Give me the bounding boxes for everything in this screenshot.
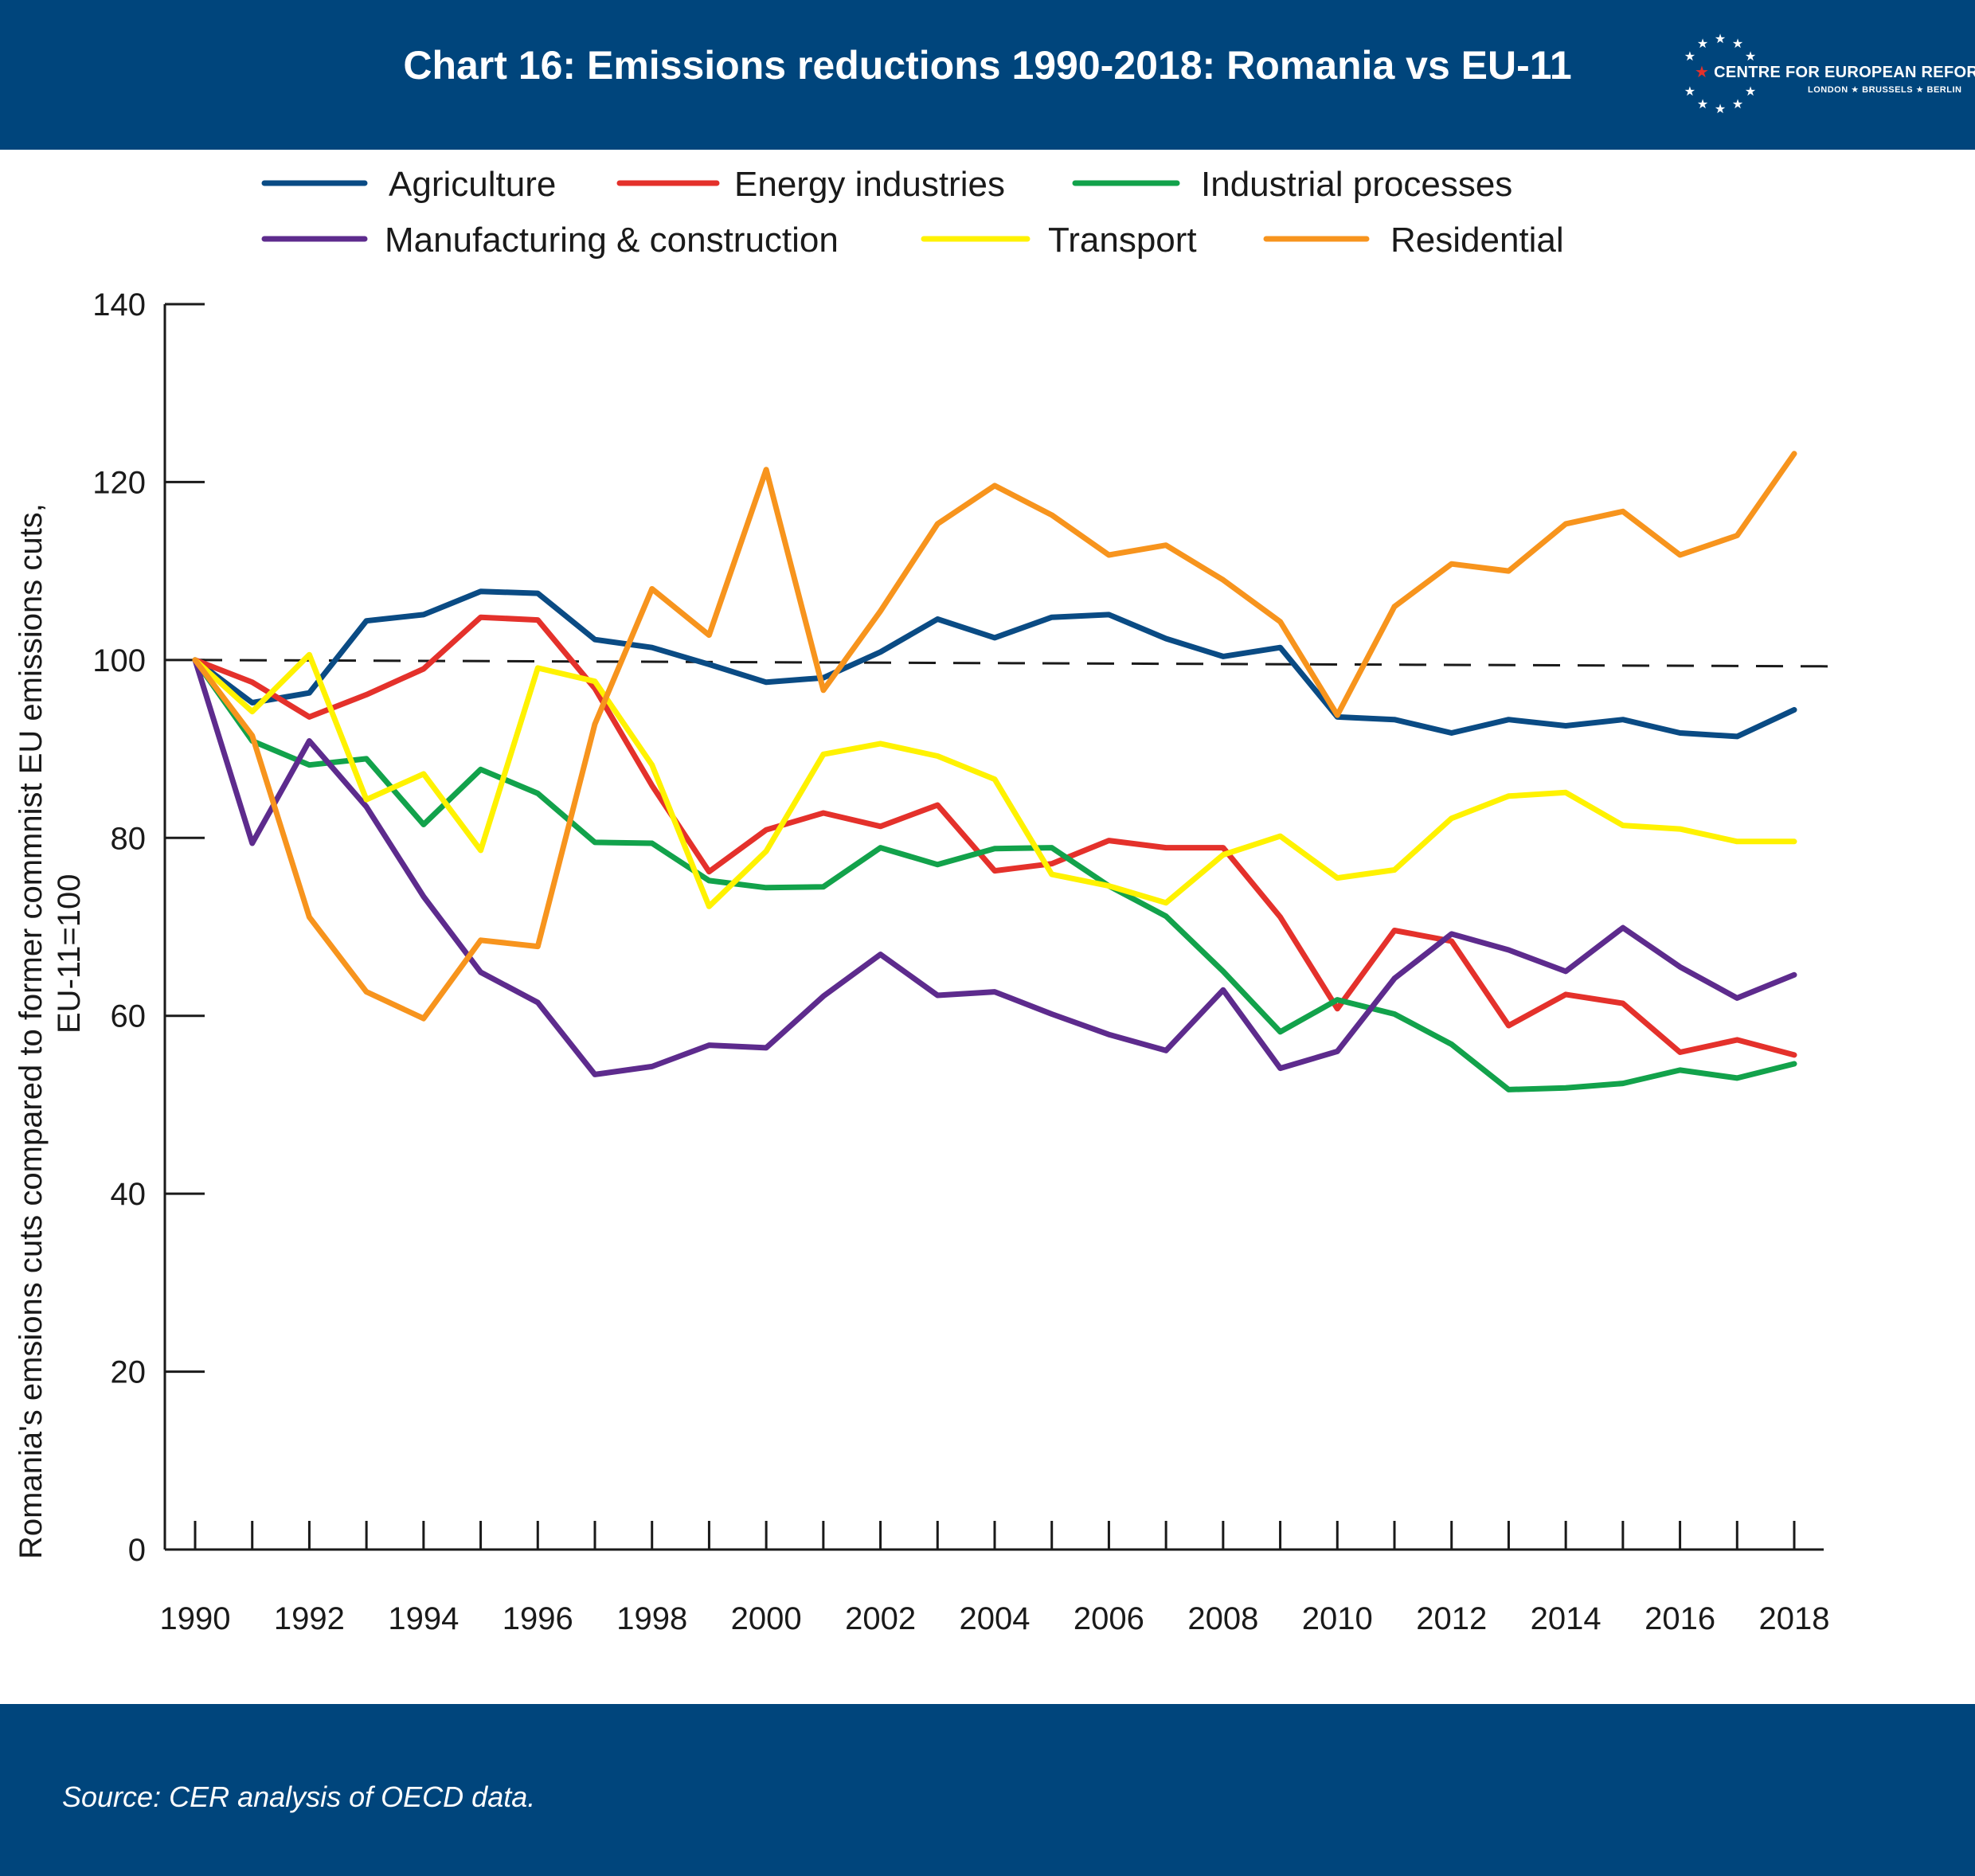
y-tick-label: 80 [111, 821, 147, 856]
x-tick-label: 2010 [1302, 1601, 1373, 1636]
star-icon: ★ [1697, 37, 1708, 51]
series-line-energy-industries [192, 614, 1797, 1058]
series-line-residential [192, 451, 1797, 1022]
x-tick-label: 2016 [1645, 1601, 1715, 1636]
legend-label-energy-industries: Energy industries [734, 165, 1005, 204]
series-line-transport [192, 651, 1797, 909]
logo-name: ★ CENTRE FOR EUROPEAN REFORM [1695, 64, 1975, 81]
y-tick-label: 20 [111, 1355, 147, 1390]
series-line-industrial-processes [192, 657, 1797, 1092]
x-tick-label: 2012 [1416, 1601, 1487, 1636]
chart-series [192, 451, 1797, 1092]
y-axis-title: Romania's emsions cuts compared to forme… [14, 503, 49, 1559]
source-note: Source: CER analysis of OECD data. [62, 1780, 536, 1813]
y-tick-label: 60 [111, 999, 147, 1034]
cer-logo: ★ ★ ★ ★ ★ ★ ★ ★ ★ ★ ★ CENTRE FOR EUROPEAN REFORM … [1668, 32, 1975, 119]
y-axis-title-line2: EU-11=100 [52, 874, 87, 1034]
header-bar [0, 0, 1975, 150]
star-icon: ★ [1745, 85, 1756, 99]
star-icon: ★ [1715, 33, 1726, 46]
legend-label-manufacturing-construction: Manufacturing & construction [385, 221, 839, 260]
x-tick-label: 1998 [616, 1601, 687, 1636]
star-icon: ★ [1684, 50, 1695, 64]
x-tick-label: 2002 [845, 1601, 916, 1636]
y-tick-label: 120 [92, 465, 146, 500]
x-tick-label: 2006 [1074, 1601, 1144, 1636]
x-tick-label: 1990 [160, 1601, 231, 1636]
legend-label-industrial-processes: Industrial processes [1201, 165, 1512, 204]
legend-label-transport: Transport [1048, 221, 1197, 260]
x-tick-label: 1994 [388, 1601, 459, 1636]
x-tick-label: 2014 [1531, 1601, 1602, 1636]
y-tick-label: 140 [92, 287, 146, 322]
x-tick-label: 1996 [503, 1601, 573, 1636]
star-icon: ★ [1715, 103, 1726, 116]
y-tick-label: 40 [111, 1177, 147, 1212]
series-line-manufacturing-construction [192, 657, 1797, 1077]
star-icon: ★ [1732, 37, 1743, 51]
footer-bar [0, 1704, 1975, 1876]
line-chart: Agriculture Energy industries Industrial p… [14, 165, 1832, 1636]
star-icon: ★ [1684, 85, 1695, 99]
legend-label-agriculture: Agriculture [389, 165, 556, 204]
x-tick-label: 2004 [960, 1601, 1031, 1636]
reference-line-100 [194, 659, 1832, 668]
logo-cities: LONDON ★ BRUSSELS ★ BERLIN [1808, 85, 1962, 95]
x-tick-label: 2000 [731, 1601, 802, 1636]
x-tick-label: 1992 [274, 1601, 345, 1636]
star-icon: ★ [1745, 50, 1756, 64]
y-tick-label: 0 [128, 1533, 146, 1568]
star-icon: ★ [1732, 98, 1743, 111]
series-line-agriculture [192, 588, 1797, 740]
legend-label-residential: Residential [1390, 221, 1564, 260]
star-icon: ★ [1697, 98, 1708, 111]
chart-legend: Agriculture Energy industries Industrial p… [261, 165, 1564, 260]
x-tick-label: 2018 [1759, 1601, 1830, 1636]
x-tick-label: 2008 [1187, 1601, 1258, 1636]
eu-stars-icon: ★ ★★★★★★★★★ [1684, 33, 1757, 116]
chart-axes: 0 20 40 60 80 100 120 140 1990 1992 1994 1996 1998 20… [92, 287, 1829, 1636]
chart-title: Chart 16: Emissions reductions 1990-2018… [403, 43, 1572, 88]
y-tick-label: 100 [92, 643, 146, 678]
reference-line [194, 659, 1832, 668]
